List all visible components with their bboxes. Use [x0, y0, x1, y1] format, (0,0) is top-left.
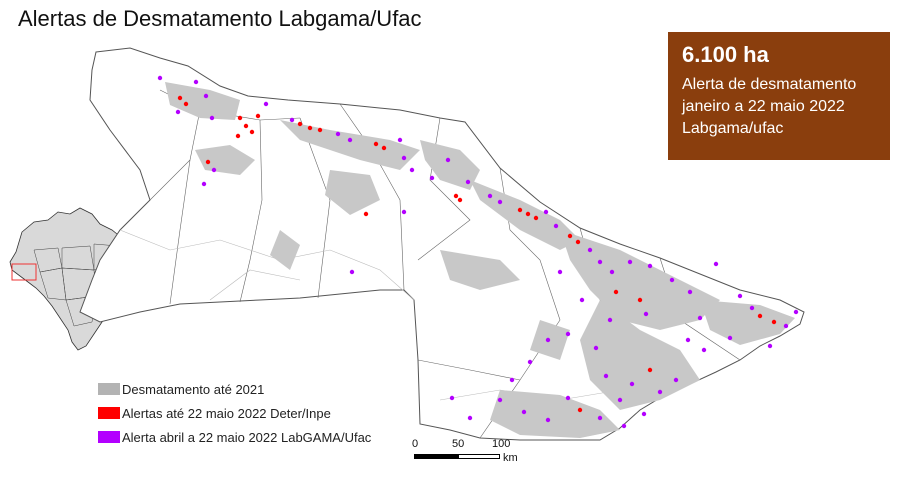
scale-segment-white: [458, 454, 500, 459]
legend-label: Alerta abril a 22 maio 2022 LabGAMA/Ufac: [122, 429, 372, 445]
scale-tick-50: 50: [452, 438, 465, 450]
legend-swatch-grey: [98, 383, 120, 395]
alert-description: Alerta de desmatamento: [682, 76, 857, 93]
alert-summary-box: 6.100 ha Alerta de desmatamento janeiro …: [668, 32, 890, 160]
scale-unit: km: [503, 452, 518, 464]
legend-swatch-red: [98, 407, 120, 419]
legend-item-deter: Alertas até 22 maio 2022 Deter/Inpe: [98, 401, 371, 425]
legend-item-deforestation: Desmatamento até 2021: [98, 377, 371, 401]
deter-alert-points: [177, 95, 777, 413]
scale-tick-0: 0: [412, 438, 419, 450]
deforestation-areas: [165, 82, 795, 438]
map-legend: Desmatamento até 2021 Alertas até 22 mai…: [98, 377, 371, 449]
map-title: Alertas de Desmatamento Labgama/Ufac: [18, 6, 422, 31]
legend-label: Alertas até 22 maio 2022 Deter/Inpe: [122, 405, 331, 421]
scale-bar: 0 50 100 km: [410, 438, 530, 468]
alert-source: Labgama/ufac: [682, 120, 784, 137]
legend-swatch-purple: [98, 431, 120, 443]
inset-highlight-box: [11, 263, 37, 281]
scale-segment-black: [414, 454, 458, 459]
scale-tick-100: 100: [492, 438, 511, 450]
legend-item-labgama: Alerta abril a 22 maio 2022 LabGAMA/Ufac: [98, 425, 371, 449]
alert-area-value: 6.100 ha: [682, 42, 769, 67]
labgama-alert-points: [157, 75, 799, 429]
legend-label: Desmatamento até 2021: [122, 381, 265, 397]
alert-period: janeiro a 22 maio 2022: [682, 98, 845, 115]
